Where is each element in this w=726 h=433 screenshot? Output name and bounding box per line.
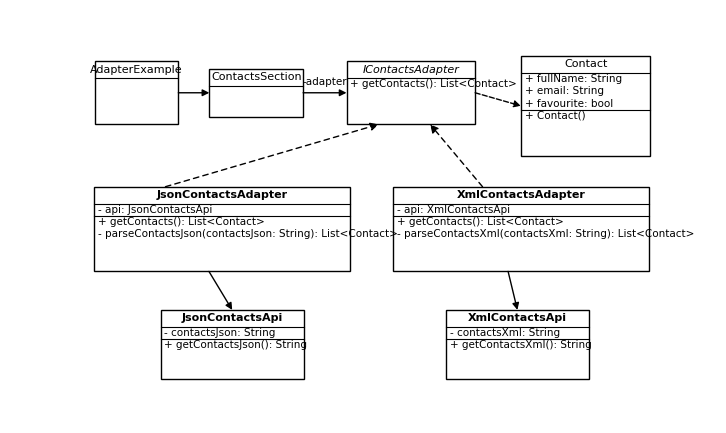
Text: + getContacts(): List<Contact>: + getContacts(): List<Contact> [397,217,563,227]
Text: + email: String: + email: String [525,86,604,96]
Text: JsonContactsAdapter: JsonContactsAdapter [156,190,287,200]
Text: + Contact(): + Contact() [525,111,585,121]
Text: + getContacts(): List<Contact>: + getContacts(): List<Contact> [98,217,264,227]
Text: -adapter: -adapter [303,77,347,87]
Text: - contactsJson: String: - contactsJson: String [164,328,276,338]
Bar [94,187,350,271]
Text: - parseContactsXml(contactsXml: String): List<Contact>: - parseContactsXml(contactsXml: String):… [397,229,694,239]
Bar [94,61,179,124]
Text: - parseContactsJson(contactsJson: String): List<Contact>: - parseContactsJson(contactsJson: String… [98,229,398,239]
Bar [446,310,589,379]
Bar [160,310,304,379]
Text: XmlContactsAdapter: XmlContactsAdapter [457,190,585,200]
Text: - api: JsonContactsApi: - api: JsonContactsApi [98,205,212,215]
Text: + getContacts(): List<Contact>: + getContacts(): List<Contact> [351,79,517,89]
Text: - api: XmlContactsApi: - api: XmlContactsApi [397,205,510,215]
Bar [209,69,303,116]
Text: + getContactsXml(): String: + getContactsXml(): String [449,340,591,350]
Text: Contact: Contact [564,59,607,69]
Text: AdapterExample: AdapterExample [90,65,183,74]
Bar [393,187,649,271]
Text: XmlContactsApi: XmlContactsApi [468,313,567,323]
Text: - contactsXml: String: - contactsXml: String [449,328,560,338]
Text: ContactsSection: ContactsSection [211,72,301,82]
Text: + getContactsJson(): String: + getContactsJson(): String [164,340,307,350]
Bar [346,61,475,124]
Text: + favourite: bool: + favourite: bool [525,99,613,109]
Text: + fullName: String: + fullName: String [525,74,622,84]
Bar [521,56,650,156]
Text: JsonContactsApi: JsonContactsApi [182,313,283,323]
Text: IContactsAdapter: IContactsAdapter [362,65,460,74]
